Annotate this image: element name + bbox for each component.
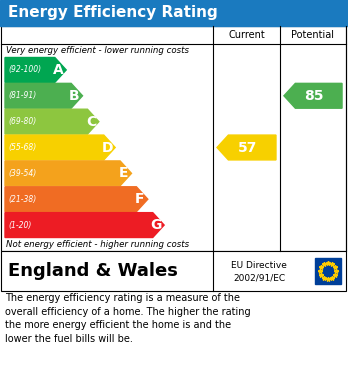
Polygon shape — [5, 135, 115, 160]
Polygon shape — [5, 109, 99, 134]
Text: 85: 85 — [304, 89, 324, 103]
Bar — [0, 0, 348, 26]
Text: C: C — [86, 115, 96, 129]
Text: (55-68): (55-68) — [8, 143, 36, 152]
Text: B: B — [69, 89, 80, 103]
Text: (81-91): (81-91) — [8, 91, 36, 100]
Text: Energy Efficiency Rating: Energy Efficiency Rating — [8, 5, 218, 20]
Polygon shape — [5, 57, 66, 83]
Text: The energy efficiency rating is a measure of the
overall efficiency of a home. T: The energy efficiency rating is a measur… — [5, 293, 251, 344]
Text: England & Wales: England & Wales — [8, 262, 178, 280]
Bar — [315, 258, 341, 284]
Polygon shape — [5, 213, 164, 237]
Polygon shape — [5, 187, 148, 212]
Text: Potential: Potential — [292, 30, 334, 40]
Bar — [1, 26, 346, 251]
Polygon shape — [5, 83, 82, 108]
Text: (21-38): (21-38) — [8, 195, 36, 204]
Text: 2002/91/EC: 2002/91/EC — [233, 274, 285, 283]
Text: F: F — [135, 192, 144, 206]
Text: (92-100): (92-100) — [8, 65, 41, 74]
Text: Very energy efficient - lower running costs: Very energy efficient - lower running co… — [6, 46, 189, 55]
Text: E: E — [119, 166, 128, 180]
Text: (1-20): (1-20) — [8, 221, 31, 230]
Polygon shape — [217, 135, 276, 160]
Polygon shape — [5, 161, 132, 186]
Text: G: G — [150, 218, 162, 232]
Polygon shape — [284, 83, 342, 108]
Bar — [1, 251, 346, 291]
Text: 57: 57 — [238, 140, 257, 154]
Text: Current: Current — [228, 30, 265, 40]
Text: D: D — [102, 140, 113, 154]
Text: (39-54): (39-54) — [8, 169, 36, 178]
Text: EU Directive: EU Directive — [231, 260, 287, 269]
Text: (69-80): (69-80) — [8, 117, 36, 126]
Text: A: A — [53, 63, 64, 77]
Text: Not energy efficient - higher running costs: Not energy efficient - higher running co… — [6, 240, 189, 249]
